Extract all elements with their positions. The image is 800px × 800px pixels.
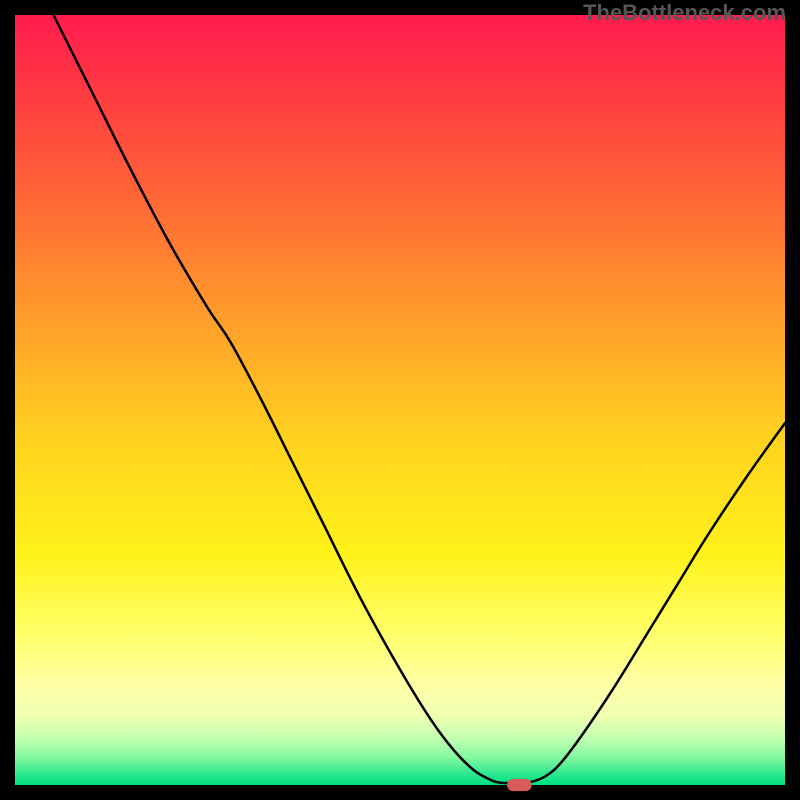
chart-container: TheBottleneck.com	[0, 0, 800, 800]
optimum-marker	[507, 779, 532, 791]
watermark-text: TheBottleneck.com	[583, 0, 786, 26]
bottleneck-chart	[0, 0, 800, 800]
